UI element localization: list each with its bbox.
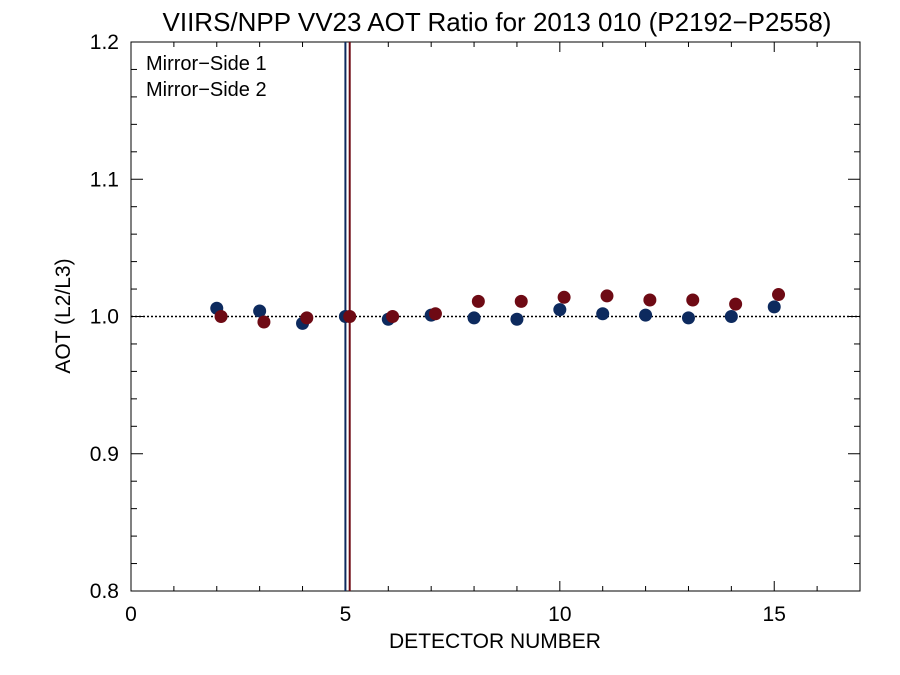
legend-mirror-side-1: Mirror−Side 1 (146, 53, 267, 75)
x-axis-title: DETECTOR NUMBER (389, 630, 601, 653)
data-point-series-2 (257, 315, 271, 329)
data-point-series-2 (686, 293, 700, 307)
x-tick-label: 15 (763, 603, 786, 626)
chart-title: VIIRS/NPP VV23 AOT Ratio for 2013 010 (P… (163, 7, 832, 37)
data-point-series-2 (428, 307, 442, 321)
data-point-series-1 (553, 303, 567, 317)
data-point-series-2 (729, 297, 743, 311)
data-point-series-2 (557, 290, 571, 304)
data-point-series-1 (510, 312, 524, 326)
data-point-series-1 (639, 308, 653, 322)
y-tick-label: 1.0 (90, 306, 119, 329)
data-point-series-2 (600, 289, 614, 303)
x-tick-label: 5 (340, 603, 352, 626)
data-point-series-2 (300, 311, 314, 325)
data-point-series-2 (772, 288, 786, 302)
data-points (210, 288, 786, 330)
data-point-series-2 (343, 310, 357, 323)
data-point-series-2 (214, 310, 228, 323)
legend-mirror-side-2: Mirror−Side 2 (146, 79, 267, 101)
data-point-series-1 (767, 300, 781, 314)
data-point-series-1 (724, 310, 738, 323)
data-point-series-2 (643, 293, 657, 307)
data-point-series-2 (386, 310, 400, 323)
y-tick-label: 0.8 (90, 580, 119, 603)
reference-lines (131, 42, 860, 591)
data-point-series-1 (467, 311, 481, 325)
y-tick-label: 1.2 (90, 31, 119, 54)
axis-ticks: 0 5 10 15 0.8 0.9 1.0 1.1 1.2 (90, 31, 861, 626)
y-tick-label: 0.9 (90, 443, 119, 466)
data-point-series-1 (681, 311, 695, 325)
x-tick-label: 0 (125, 603, 137, 626)
data-point-series-2 (514, 294, 528, 308)
data-point-series-1 (596, 307, 610, 321)
y-tick-label: 1.1 (90, 168, 119, 191)
y-axis-title: AOT (L2/L3) (52, 258, 75, 373)
data-point-series-2 (471, 294, 485, 308)
x-tick-label: 10 (548, 603, 571, 626)
data-point-series-1 (253, 304, 267, 318)
